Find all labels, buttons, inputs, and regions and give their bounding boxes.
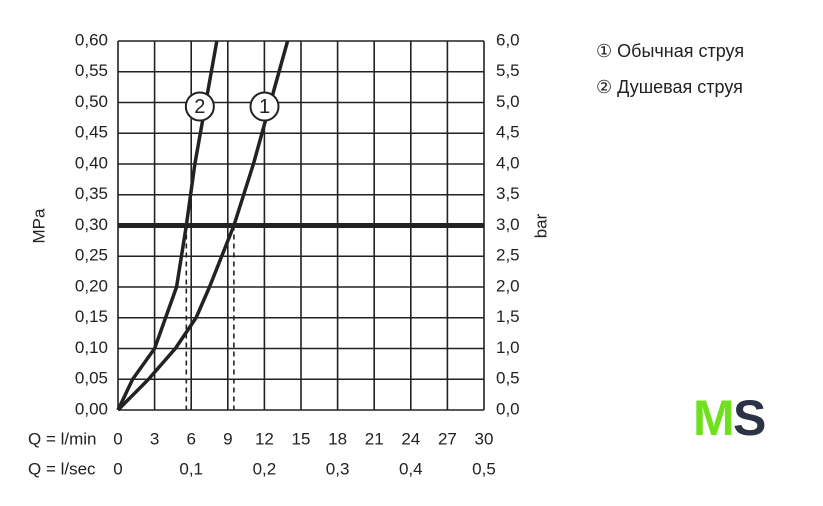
- x-tick-label: 0: [113, 429, 122, 448]
- x-tick-label: 21: [365, 429, 384, 448]
- legend: ① Обычная струя ② Душевая струя: [596, 41, 744, 97]
- curve-marker: [249, 91, 280, 122]
- curve-marker-label: 1: [259, 96, 270, 118]
- y-tick-label: 0,55: [75, 61, 108, 80]
- y2-tick-label: 0,0: [496, 399, 520, 418]
- x-tick-label: 27: [438, 429, 457, 448]
- logo: M S: [693, 390, 766, 446]
- x-tick-label: 15: [292, 429, 311, 448]
- y2-tick-label: 0,5: [496, 369, 520, 388]
- x2-tick-label: 0,5: [472, 459, 496, 478]
- y2-tick-label: 2,0: [496, 276, 520, 295]
- y2-tick-label: 5,0: [496, 92, 520, 111]
- y-tick-label: 0,15: [75, 307, 108, 326]
- y-tick-label: 0,00: [75, 399, 108, 418]
- y2-tick-label: 6,0: [496, 30, 520, 49]
- y-tick-label: 0,10: [75, 338, 108, 357]
- x2-axis-label: Q = l/sec: [28, 459, 96, 478]
- logo-s: S: [733, 390, 766, 446]
- y2-tick-label: 3,5: [496, 184, 520, 203]
- x-tick-label: 30: [475, 429, 494, 448]
- y2-axis-label: bar: [531, 213, 550, 238]
- y-tick-label: 0,30: [75, 215, 108, 234]
- y-tick-label: 0,35: [75, 184, 108, 203]
- x2-tick-label: 0: [113, 459, 122, 478]
- y-tick-label: 0,20: [75, 276, 108, 295]
- curve-marker-label: 2: [194, 96, 205, 118]
- y2-tick-label: 4,5: [496, 123, 520, 142]
- y-tick-label: 0,05: [75, 369, 108, 388]
- x-tick-label: 3: [150, 429, 159, 448]
- y2-tick-label: 1,5: [496, 307, 520, 326]
- y2-tick-label: 5,5: [496, 61, 520, 80]
- y2-tick-label: 3,0: [496, 215, 520, 234]
- x2-tick-label: 0,2: [253, 459, 277, 478]
- x-tick-label: 9: [223, 429, 232, 448]
- series-line: [116, 40, 290, 412]
- logo-m: M: [693, 390, 735, 446]
- y-tick-label: 0,45: [75, 123, 108, 142]
- y-tick-label: 0,50: [75, 92, 108, 111]
- x-tick-label: 6: [186, 429, 195, 448]
- x-tick-label: 12: [255, 429, 274, 448]
- y2-tick-label: 4,0: [496, 153, 520, 172]
- y-tick-label: 0,25: [75, 246, 108, 265]
- y-tick-label: 0,40: [75, 153, 108, 172]
- legend-entry: ① Обычная струя: [596, 41, 744, 61]
- curve-marker: [184, 91, 215, 122]
- x2-tick-label: 0,3: [326, 459, 350, 478]
- y-axis-label: MPa: [29, 208, 48, 244]
- legend-entry: ② Душевая струя: [596, 77, 743, 97]
- x2-tick-label: 0,4: [399, 459, 423, 478]
- y-tick-label: 0,60: [75, 30, 108, 49]
- x2-tick-label: 0,1: [179, 459, 203, 478]
- x-axis-label: Q = l/min: [28, 429, 97, 448]
- x-tick-label: 18: [328, 429, 347, 448]
- y2-tick-label: 2,5: [496, 246, 520, 265]
- x-tick-label: 24: [401, 429, 420, 448]
- y2-tick-label: 1,0: [496, 338, 520, 357]
